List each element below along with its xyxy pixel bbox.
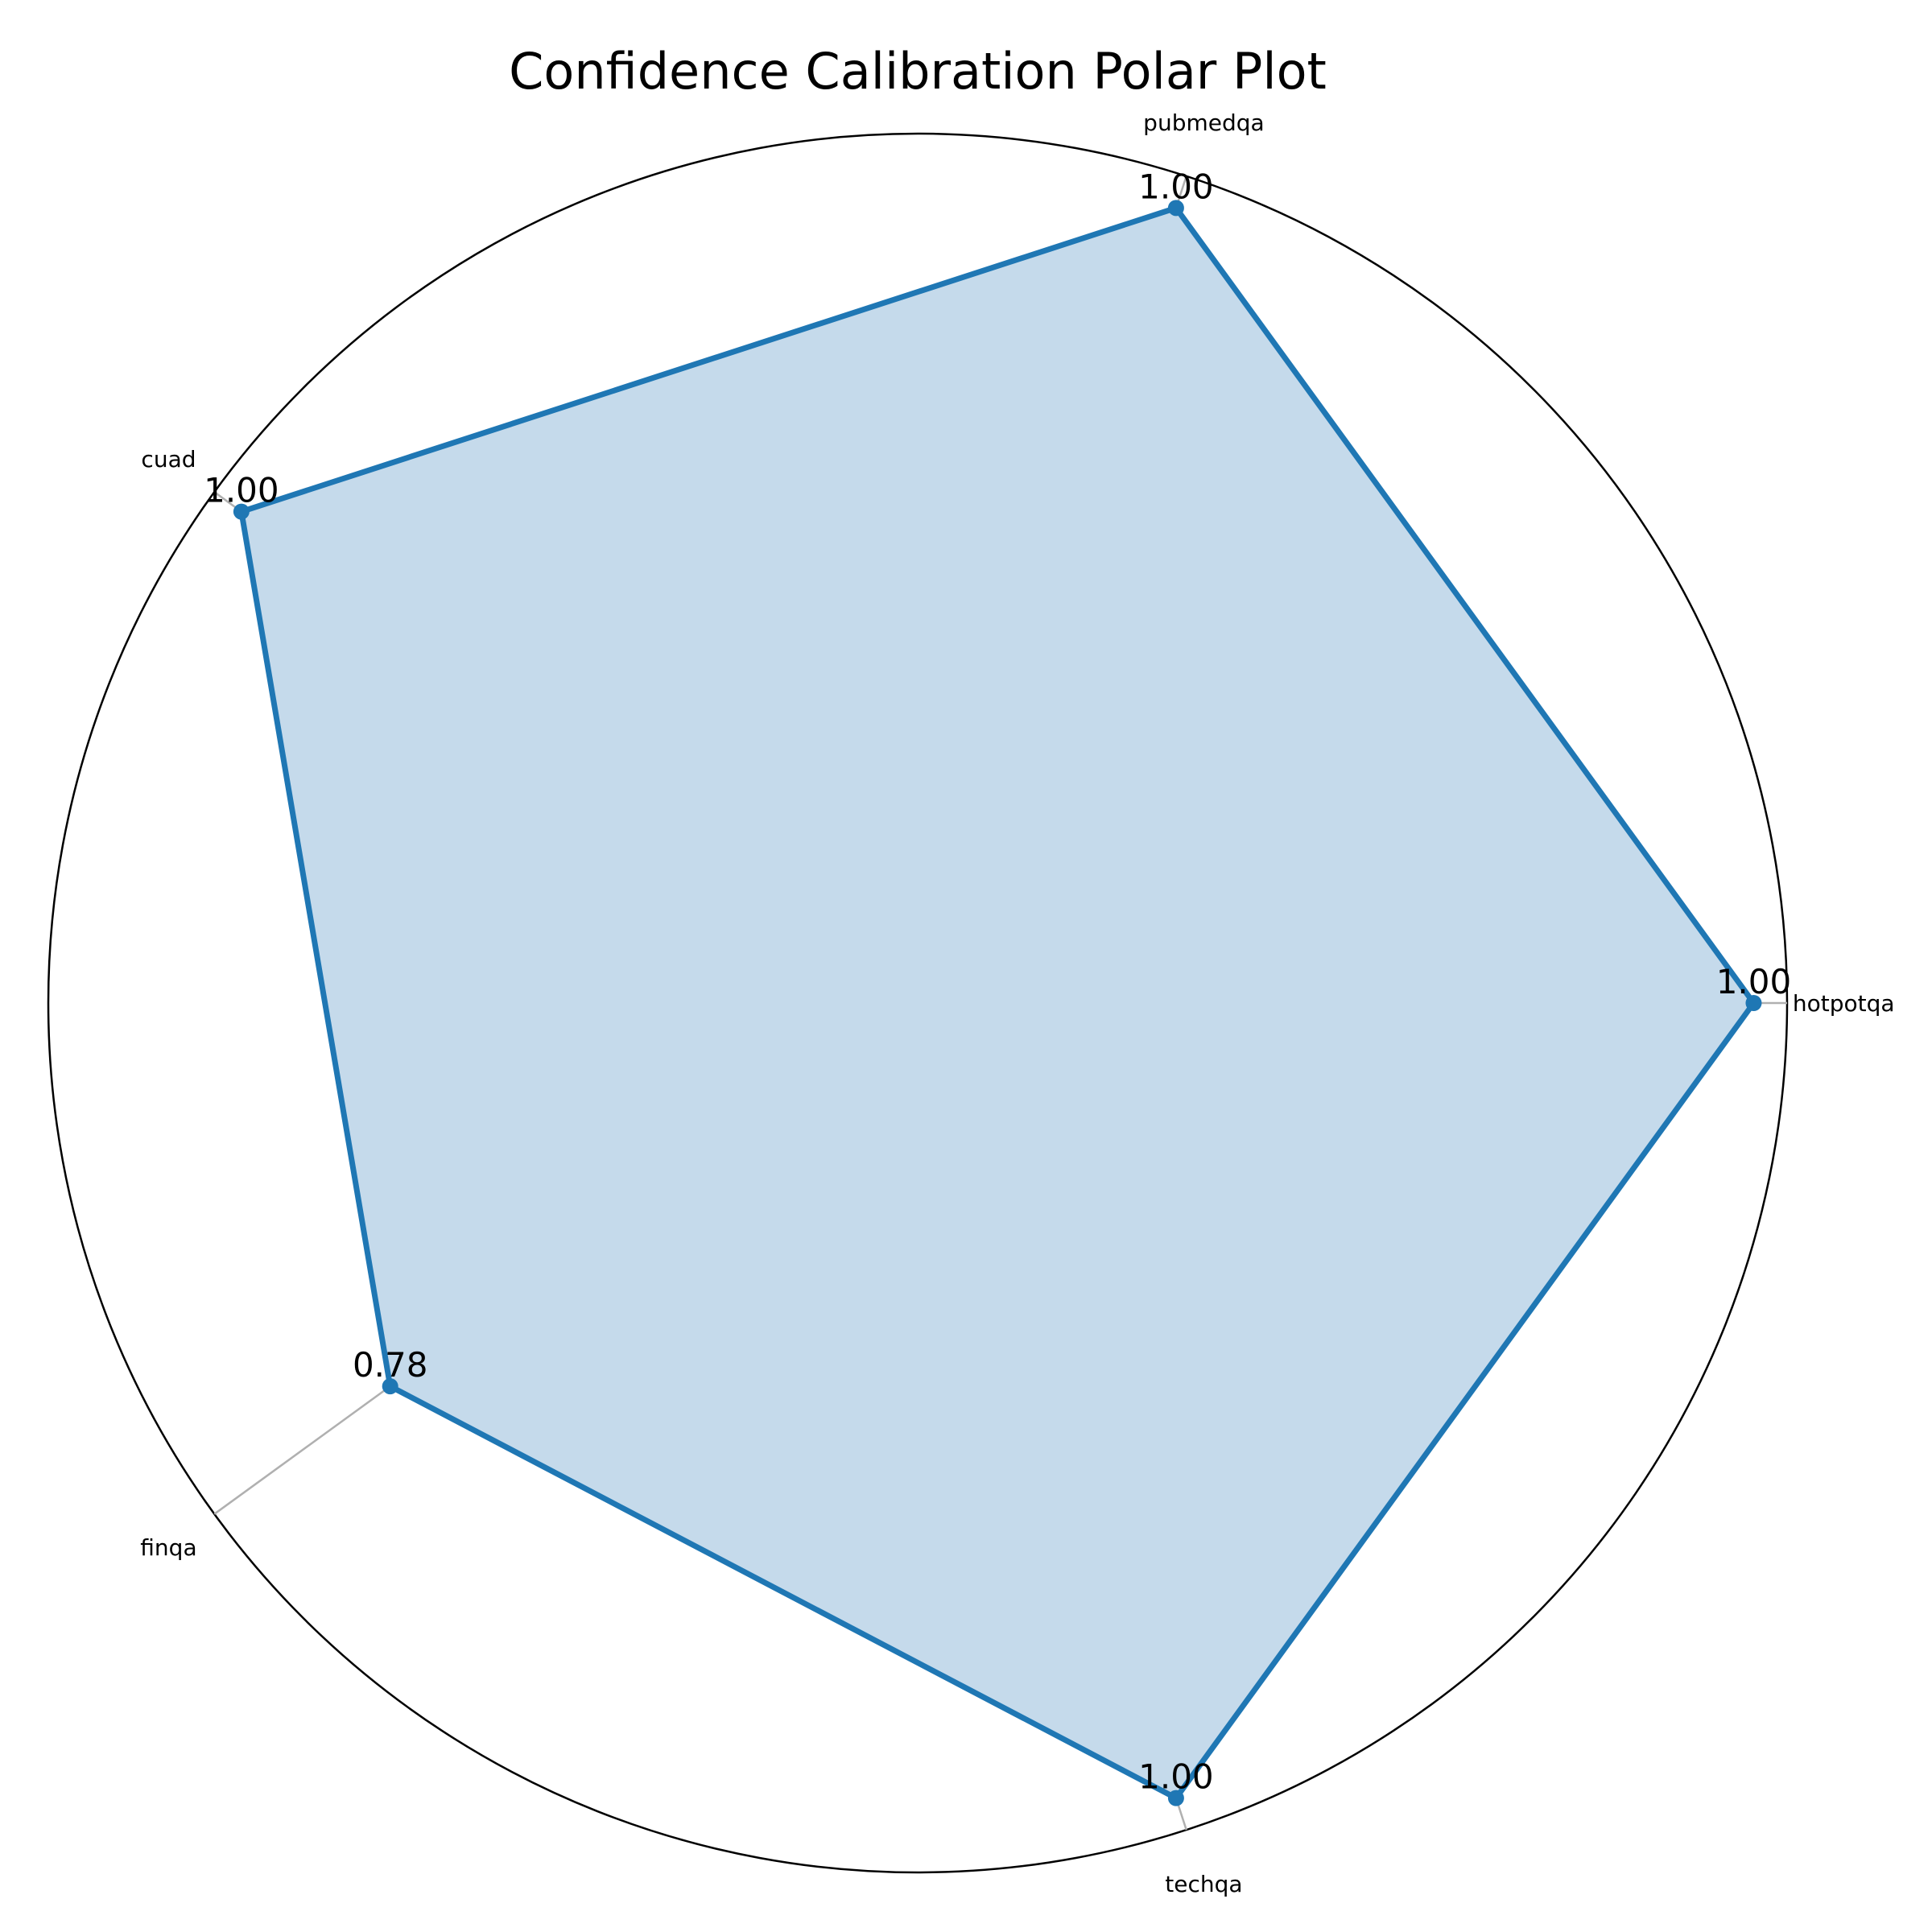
data-point-techqa [1167,1790,1184,1806]
category-label-finqa: finqa [140,1534,196,1561]
value-label-techqa: 1.00 [1138,1757,1214,1797]
series-area [241,208,1754,1798]
series-line [238,204,1757,1802]
category-label-techqa: techqa [1165,1871,1242,1897]
category-label-pubmedqa: pubmedqa [1143,109,1265,136]
category-label-hotpotqa: hotpotqa [1793,990,1895,1017]
value-label-hotpotqa: 1.00 [1716,962,1792,1001]
value-label-pubmedqa: 1.00 [1138,167,1214,206]
category-labels: hotpotqa pubmedqa cuad finqa techqa [140,109,1894,1897]
data-point-pubmedqa [1167,200,1184,217]
data-point-cuad [233,503,250,520]
data-point-hotpotqa [1745,995,1762,1011]
series-points [233,200,1762,1806]
value-label-cuad: 1.00 [204,471,279,510]
value-labels: 1.00 1.00 1.00 0.78 1.00 [204,167,1791,1796]
data-point-finqa [382,1378,398,1395]
chart-title: Confidence Calibration Polar Plot [509,42,1327,101]
value-label-finqa: 0.78 [353,1345,428,1385]
category-label-cuad: cuad [141,446,196,473]
